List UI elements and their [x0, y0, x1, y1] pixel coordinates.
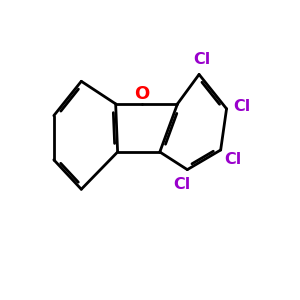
Text: Cl: Cl: [173, 176, 191, 191]
Text: O: O: [134, 85, 150, 103]
Text: Cl: Cl: [224, 152, 241, 167]
Text: Cl: Cl: [193, 52, 210, 67]
Text: Cl: Cl: [233, 99, 250, 114]
